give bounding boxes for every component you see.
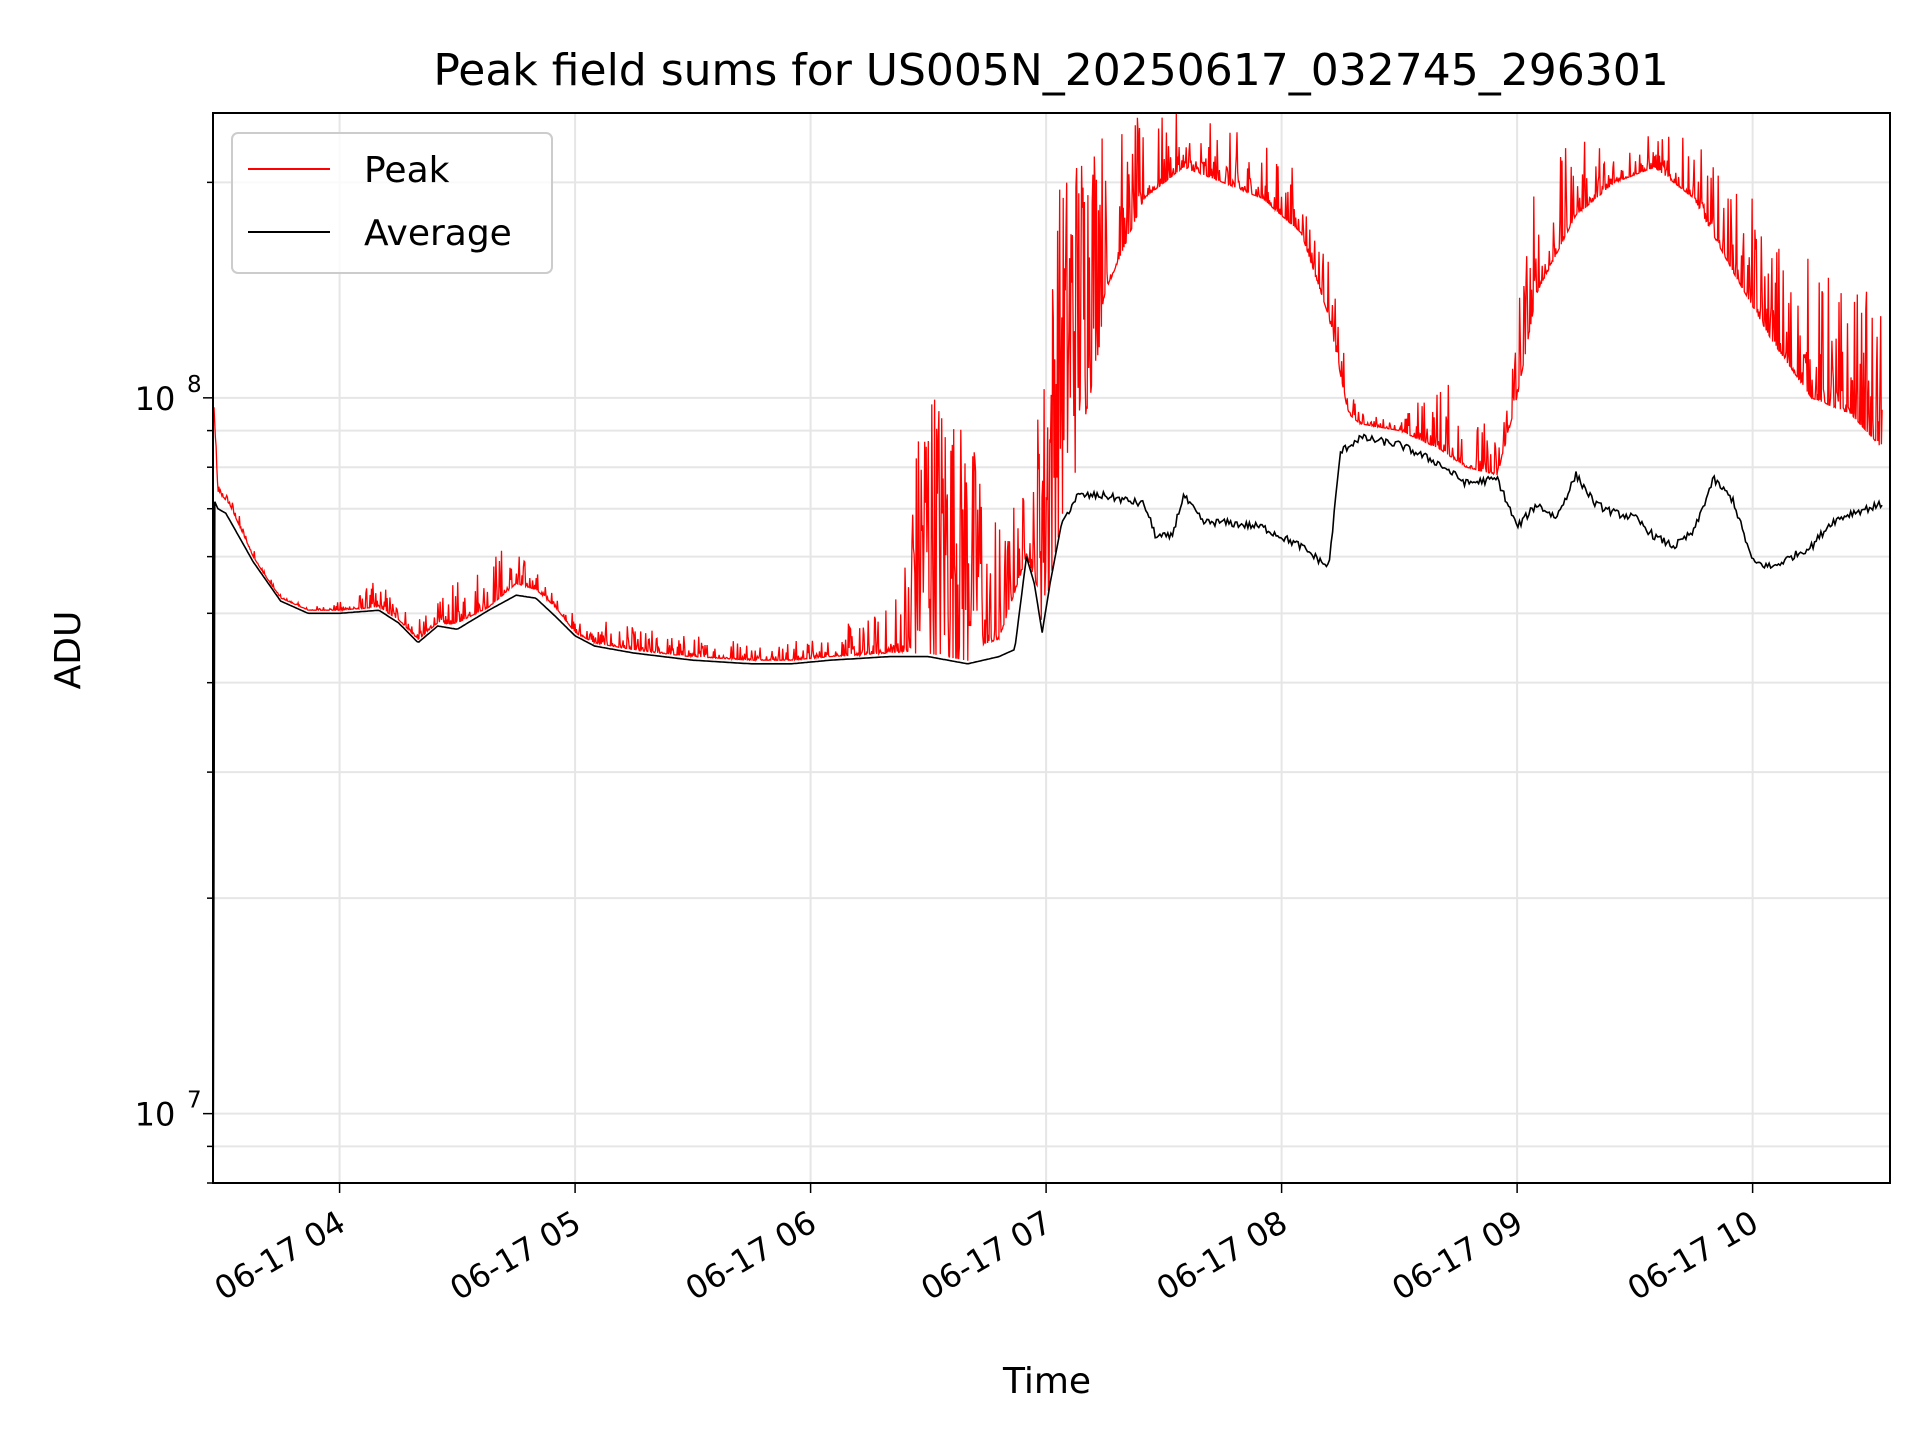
y-tick-label-exponent: 8 [187,372,202,398]
legend-label-average: Average [364,213,512,254]
y-tick-label-exponent: 7 [187,1088,202,1114]
y-tick-label: 10 [135,380,176,418]
series-line-peak [213,113,1883,662]
y-axis-label: ADU [48,611,89,690]
legend-label-peak: Peak [364,150,450,191]
series-layer [213,113,1883,1165]
x-axis-label: Time [1002,1361,1091,1402]
y-tick-label: 10 [135,1096,176,1134]
chart-title: Peak field sums for US005N_20250617_0327… [433,45,1668,96]
series-line-average [213,433,1883,1165]
plot-frame [212,112,1891,1184]
legend: Peak Average [231,132,553,274]
